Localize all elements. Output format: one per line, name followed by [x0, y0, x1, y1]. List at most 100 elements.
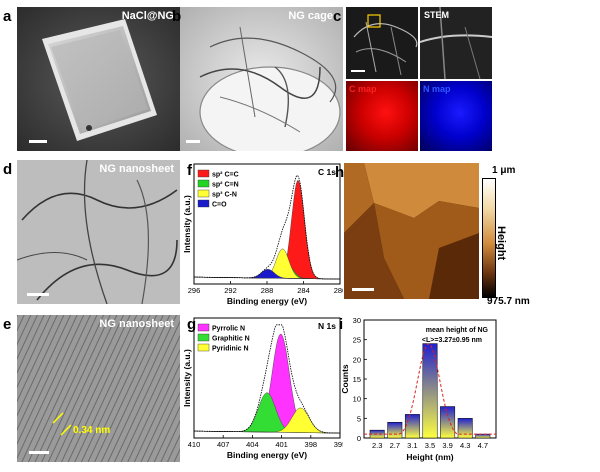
- panel-d-image: d NG nanosheet: [3, 159, 180, 305]
- legend-swatch: [197, 323, 210, 332]
- legend-label: Pyridinic N: [212, 346, 249, 353]
- x-tick-label: 3.1: [407, 441, 417, 450]
- panel-e-image: e NG nanosheet 0.34 nm: [3, 315, 180, 462]
- legend-label: sp² C=C: [212, 172, 239, 179]
- envelope-line: [194, 324, 340, 434]
- x-tick-label: 284: [297, 286, 310, 295]
- colorbar-bottom-value: 975.7 nm: [487, 296, 530, 307]
- stem-zoom-image: [419, 6, 493, 80]
- chart-c1s: 296 292 288 284 280 Binding energy (eV) Intens…: [182, 163, 343, 306]
- ng-cage-image: [180, 7, 343, 151]
- panel-a-label: NaCl@NG: [121, 10, 174, 22]
- x-tick-label: 288: [261, 286, 274, 295]
- x-axis-title: Height (nm): [406, 452, 453, 462]
- panel-a-scalebar: [29, 140, 47, 143]
- x-axis-title: Binding energy (eV): [227, 296, 307, 306]
- x-tick-label: 3.5: [425, 441, 435, 450]
- panel-f-letter: f: [187, 162, 192, 179]
- legend-swatch: [197, 189, 210, 198]
- panel-e-label: NG nanosheet: [99, 318, 174, 330]
- histogram-bar: [387, 422, 403, 439]
- histogram-bar: [404, 414, 420, 439]
- x-tick-label: 404: [246, 440, 259, 449]
- x-tick-label: 3.9: [442, 441, 452, 450]
- legend-label: sp³ C-N: [212, 192, 237, 199]
- panel-a-letter: a: [3, 8, 12, 25]
- c-map-label: C map: [349, 84, 377, 94]
- y-axis-title: Intensity (a.u.): [182, 195, 192, 253]
- peak-1: [193, 392, 341, 434]
- panel-d-letter: d: [3, 161, 13, 178]
- panel-g-letter: g: [187, 316, 197, 333]
- histogram-bar: [440, 406, 456, 439]
- x-axis-title: Binding energy (eV): [227, 450, 307, 460]
- panel-c-letter: c: [333, 8, 342, 25]
- colorbar-title: Height: [495, 226, 507, 261]
- panel-e-scalebar: [29, 451, 49, 454]
- x-tick-label: 280: [334, 286, 343, 295]
- x-tick-label: 407: [217, 440, 230, 449]
- panel-a-image: a NaCl@NG: [3, 7, 180, 151]
- y-tick-label: 10: [353, 395, 361, 404]
- legend-swatch: [197, 169, 210, 178]
- panel-c: STEM C map N map c: [333, 6, 494, 151]
- y-tick-label: 15: [353, 375, 361, 384]
- panel-c-stem-zoom: STEM: [419, 6, 493, 80]
- chart-height-histogram: 0 5 10 15 20 25 30 2.3 2.7 3.1 3.5 3.9 4.3 4.7 mean he…: [340, 316, 497, 462]
- chart-n1s: 410 407 404 401 398 395 Binding energy (eV) Int…: [182, 317, 343, 460]
- y-axis-title: Counts: [340, 364, 350, 394]
- peak-3: [193, 269, 341, 280]
- panel-b-image: b NG cage: [172, 7, 343, 151]
- x-tick-label: 296: [188, 286, 201, 295]
- y-tick-label: 20: [353, 355, 361, 364]
- panel-i-letter: i: [339, 316, 344, 333]
- x-tick-label: 395: [334, 440, 343, 449]
- panel-b-scalebar: [186, 140, 200, 143]
- stem-overview-image: [351, 14, 418, 76]
- y-tick-label: 0: [357, 434, 361, 443]
- ng-nanosheet-tem-image: [16, 159, 180, 305]
- colorbar-top-value: 1 μm: [492, 165, 516, 176]
- legend-label: Pyrrolic N: [212, 326, 245, 333]
- x-tick-label: 2.3: [372, 441, 382, 450]
- panel-b-letter: b: [172, 8, 182, 25]
- histogram-bar: [457, 418, 473, 439]
- panel-c-stem-overview: [346, 7, 418, 79]
- histogram-bar: [422, 343, 438, 439]
- y-tick-label: 25: [353, 336, 361, 345]
- x-tick-label: 401: [275, 440, 288, 449]
- panel-h-afm: h: [335, 163, 479, 299]
- panel-c-c-map: C map: [346, 81, 418, 151]
- histogram-bar: [369, 429, 385, 439]
- roi-box: [367, 14, 381, 28]
- legend-swatch: [197, 333, 210, 342]
- nacl-crystal-image: [17, 7, 180, 151]
- legend-swatch: [197, 199, 210, 208]
- plot-frame: [193, 317, 341, 439]
- peak-2: [193, 407, 341, 434]
- x-tick-label: 4.7: [478, 441, 488, 450]
- y-tick-label: 30: [353, 316, 361, 325]
- envelope-line: [194, 174, 340, 280]
- stem-label: STEM: [424, 10, 450, 20]
- panel-c-n-map: N map: [420, 81, 492, 151]
- panel-h-scalebar: [352, 288, 374, 291]
- x-tick-label: 4.3: [460, 441, 470, 450]
- x-tick-label: 2.7: [390, 441, 400, 450]
- lattice-arrow: [52, 412, 64, 424]
- panel-d-scalebar: [27, 293, 49, 296]
- panel-b-label: NG cage: [288, 10, 333, 22]
- n-map-label: N map: [423, 84, 451, 94]
- height-colorbar: [482, 178, 496, 298]
- legend-swatch: [197, 179, 210, 188]
- x-tick-label: 410: [188, 440, 201, 449]
- panel-d-label: NG nanosheet: [99, 163, 174, 175]
- chart-title: mean height of NG: [426, 327, 489, 334]
- panel-e-letter: e: [3, 316, 12, 333]
- chart-title: C 1s: [318, 167, 336, 177]
- chart-title: N 1s: [318, 321, 336, 331]
- legend-label: C=O: [212, 202, 227, 209]
- afm-height-image: [344, 163, 479, 299]
- legend-swatch: [197, 343, 210, 352]
- legend-label: sp² C=N: [212, 182, 239, 189]
